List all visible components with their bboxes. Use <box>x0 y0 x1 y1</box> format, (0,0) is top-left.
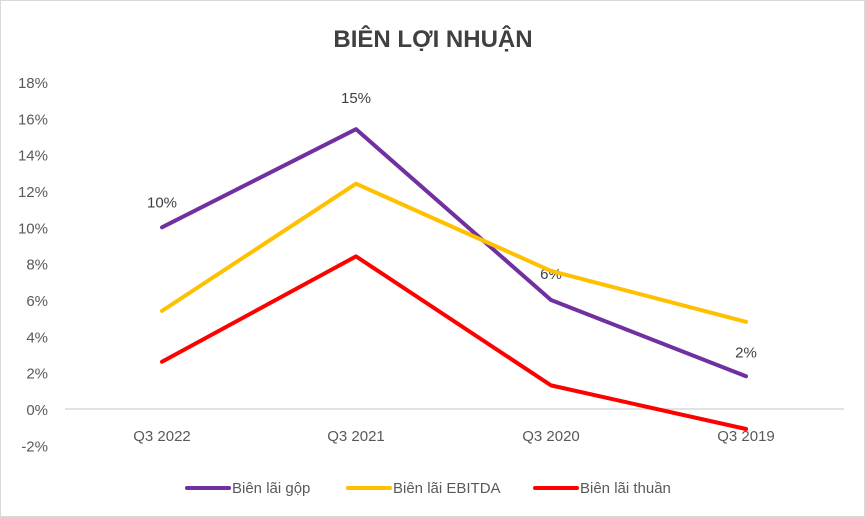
data-label: 15% <box>341 90 371 107</box>
series-line-0 <box>160 127 748 379</box>
y-tick-label: 10% <box>18 220 48 237</box>
y-tick-label: 14% <box>18 148 48 165</box>
x-tick-label: Q3 2019 <box>717 428 775 445</box>
y-tick-label: 6% <box>26 293 48 310</box>
y-tick-label: -2% <box>21 438 48 455</box>
y-tick-label: 16% <box>18 111 48 128</box>
series-line-1 <box>160 181 748 324</box>
x-tick-label: Q3 2020 <box>522 428 580 445</box>
chart-title: BIÊN LỢI NHUẬN <box>333 25 532 53</box>
data-label: 2% <box>735 344 757 361</box>
legend-label: Biên lãi thuần <box>580 480 671 497</box>
x-tick-label: Q3 2021 <box>327 428 385 445</box>
legend-label: Biên lãi gộp <box>232 480 310 497</box>
y-tick-label: 4% <box>26 329 48 346</box>
y-tick-label: 8% <box>26 257 48 274</box>
x-tick-label: Q3 2022 <box>133 428 191 445</box>
y-tick-label: 12% <box>18 184 48 201</box>
y-tick-label: 18% <box>18 75 48 92</box>
y-tick-label: 2% <box>26 366 48 383</box>
y-tick-label: 0% <box>26 402 48 419</box>
legend-label: Biên lãi EBITDA <box>393 480 501 497</box>
data-label: 10% <box>147 194 177 211</box>
series-line-2 <box>160 254 748 431</box>
